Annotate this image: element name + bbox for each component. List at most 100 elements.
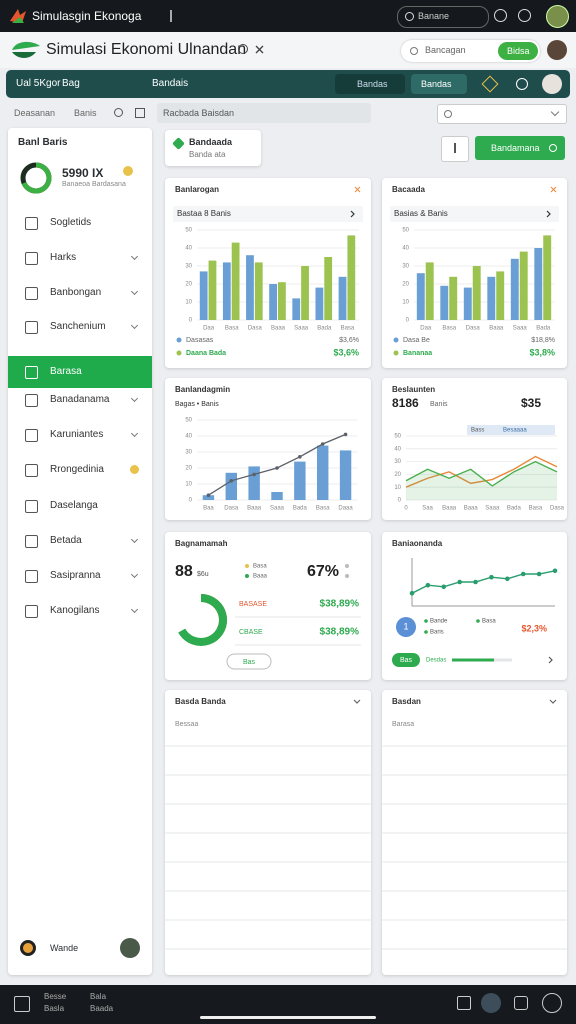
x-tick-label: Baaa bbox=[489, 326, 504, 332]
avatar[interactable] bbox=[547, 40, 567, 60]
button-text: Bandamana bbox=[491, 143, 540, 153]
card-canvas: Basda Banda Bessaa bbox=[165, 697, 371, 950]
y-tick-label: 10 bbox=[185, 482, 192, 488]
app-name: Simulasgin Ekonoga bbox=[32, 9, 142, 23]
nav-item[interactable]: Bandais bbox=[152, 78, 189, 89]
y-tick-label: 30 bbox=[394, 459, 401, 465]
button-text: Bidsa bbox=[507, 46, 530, 56]
y-tick-label: 0 bbox=[398, 498, 402, 504]
item-icon bbox=[25, 500, 38, 513]
pill-button bbox=[226, 653, 272, 670]
stat: 5990 IX bbox=[62, 166, 104, 180]
card-canvas: Baniaonanda 1 Bande Basa Baris $2,3% Bas Desdas bbox=[392, 539, 558, 667]
bar bbox=[338, 276, 347, 320]
top-bar: Simulasgin Ekonoga Banane bbox=[0, 0, 576, 32]
card-subtitle: Bagas • Banis bbox=[175, 401, 219, 408]
search-icon[interactable] bbox=[238, 44, 248, 54]
bar bbox=[246, 255, 254, 320]
y-tick-label: 30 bbox=[185, 264, 192, 270]
grid-icon[interactable] bbox=[135, 108, 145, 118]
divider bbox=[170, 10, 172, 22]
search-button[interactable]: Bidsa bbox=[498, 42, 538, 60]
legend-dot bbox=[245, 574, 249, 578]
bar bbox=[278, 282, 286, 320]
avatar[interactable] bbox=[542, 74, 562, 94]
donut-segment bbox=[178, 594, 227, 646]
nav-item[interactable]: Bag bbox=[62, 78, 80, 89]
active-item[interactable] bbox=[8, 356, 152, 388]
line bbox=[411, 570, 556, 594]
segment-name: BASASE bbox=[239, 601, 267, 608]
icon[interactable] bbox=[494, 9, 507, 22]
bottom-text[interactable]: Basla bbox=[44, 1004, 65, 1013]
card-subtitle: Bastaa 8 Banis bbox=[177, 209, 231, 218]
sidebar-item[interactable]: Betada bbox=[50, 535, 82, 546]
sidebar-item[interactable]: Barasa bbox=[50, 366, 82, 377]
item-icon bbox=[25, 394, 38, 407]
sidebar-item[interactable]: Banbongan bbox=[50, 287, 102, 298]
sidebar-item[interactable]: Kanogilans bbox=[50, 605, 100, 616]
icon[interactable] bbox=[457, 996, 471, 1010]
sidebar-item[interactable]: Sogletids bbox=[50, 217, 92, 228]
avatar[interactable] bbox=[546, 5, 569, 28]
card-canvas: Beslaunten 8186 Banis $35 Bass Besaaaa 0 10 20 30… bbox=[392, 385, 565, 511]
sidebar-item[interactable]: Karuniantes bbox=[50, 429, 104, 440]
card-title: Bacaada bbox=[392, 185, 425, 194]
line-point bbox=[252, 472, 256, 477]
icon[interactable] bbox=[542, 993, 562, 1013]
nav-button[interactable]: Bandas bbox=[411, 74, 467, 94]
y-tick-label: 40 bbox=[394, 446, 401, 452]
legend-dot bbox=[476, 619, 480, 623]
icon[interactable] bbox=[514, 996, 528, 1010]
icon[interactable] bbox=[516, 78, 528, 90]
search-icon[interactable] bbox=[114, 108, 123, 117]
sidebar-item[interactable]: Sasipranna bbox=[50, 570, 101, 581]
item-icon bbox=[25, 366, 38, 379]
sidebar-item[interactable]: Daselanga bbox=[50, 500, 98, 511]
icon[interactable] bbox=[481, 75, 499, 93]
legend-dot bbox=[176, 337, 182, 343]
search-input[interactable]: Bancagan Bidsa bbox=[401, 40, 540, 62]
bar bbox=[347, 235, 356, 320]
line-point bbox=[441, 584, 447, 590]
bottom-text[interactable]: Besse bbox=[44, 992, 67, 1001]
legend-dot bbox=[393, 350, 399, 356]
icon-button[interactable] bbox=[441, 136, 469, 162]
bar bbox=[225, 472, 237, 500]
sub-link[interactable]: Deasanan bbox=[14, 108, 56, 118]
avatar[interactable] bbox=[120, 938, 140, 958]
x-tick-label: Baaa bbox=[271, 326, 286, 332]
bar bbox=[271, 492, 283, 500]
bar bbox=[208, 260, 217, 320]
line-point bbox=[520, 571, 526, 577]
card: Basdan Barasa bbox=[382, 690, 567, 975]
tab[interactable]: Racbada Baisdan bbox=[157, 103, 371, 123]
sidebar-item[interactable]: Sanchenium bbox=[50, 321, 106, 332]
primary-button[interactable]: Bandamana bbox=[475, 136, 565, 160]
x-tick-label: Basa bbox=[225, 326, 239, 332]
bottom-text[interactable]: Bala bbox=[90, 992, 107, 1001]
sub-link[interactable]: Banis bbox=[74, 108, 97, 118]
icon[interactable] bbox=[481, 993, 501, 1013]
segment-name: CBASE bbox=[239, 629, 263, 636]
bar bbox=[294, 461, 306, 500]
x-tick-label: Saaa bbox=[513, 326, 528, 332]
nav-item[interactable]: Ual 5Kgor bbox=[16, 78, 61, 89]
icon[interactable] bbox=[518, 9, 531, 22]
bar bbox=[199, 271, 208, 320]
close-icon[interactable] bbox=[255, 45, 264, 54]
icon[interactable] bbox=[14, 996, 30, 1012]
sidebar-item[interactable]: Banadanama bbox=[50, 394, 110, 405]
progress-bar bbox=[452, 658, 494, 662]
sidebar-item[interactable]: Rrongedinia bbox=[50, 464, 104, 475]
bar bbox=[472, 266, 481, 320]
nav-pill[interactable]: Bandas bbox=[335, 74, 405, 94]
logo bbox=[12, 41, 40, 58]
bottom-text[interactable]: Baada bbox=[90, 1004, 114, 1013]
sidebar-item[interactable]: Harks bbox=[50, 252, 77, 263]
stat2: 67% bbox=[307, 563, 339, 580]
search-box[interactable]: Banane bbox=[397, 6, 489, 28]
bar bbox=[534, 248, 543, 320]
dropdown[interactable] bbox=[437, 104, 567, 124]
x-tick-label: Bada bbox=[293, 506, 308, 512]
